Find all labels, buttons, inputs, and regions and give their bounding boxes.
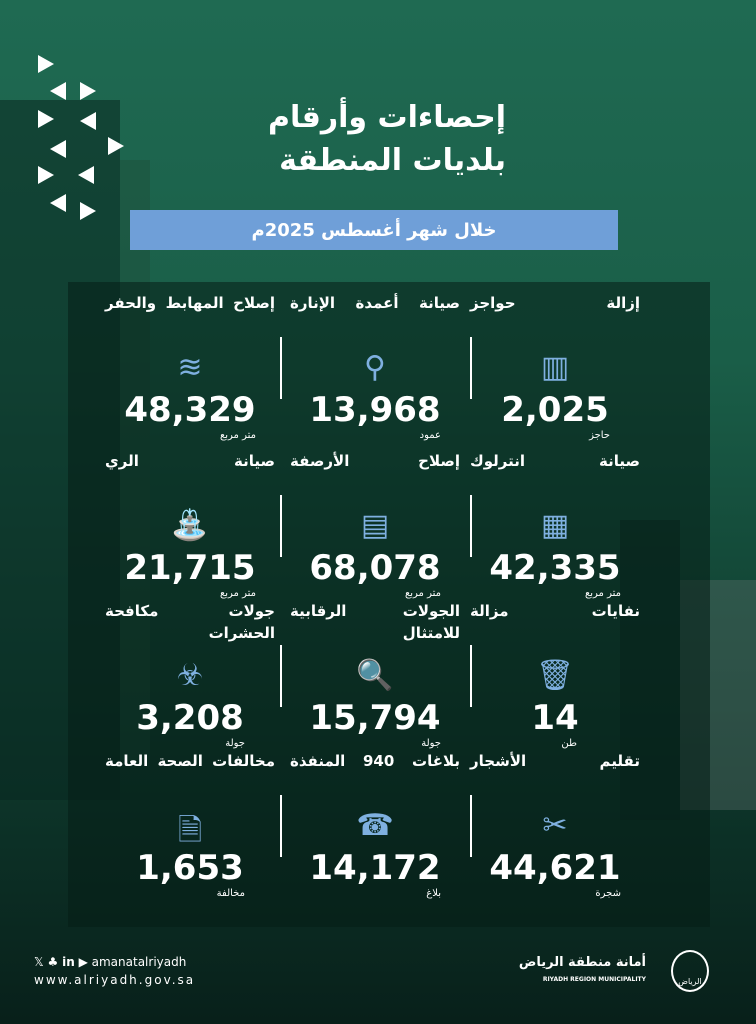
stat-card: جولات مكافحة الحشرات ☣ 3,208 جولة [105,600,275,750]
irrigation-icon: ⛲ [171,508,209,543]
stat-card: تقليم الأشجار ✂ 44,621 شجرة [470,750,640,900]
snapchat-icon[interactable]: ♣ [47,955,59,969]
column-divider [470,337,472,399]
stat-value: 68,078 [309,548,441,588]
stat-unit: عمود [419,430,441,441]
tree-pruning-icon: ✂ [542,808,568,843]
column-divider [280,645,282,707]
social-row: 𝕏 ♣ in ▶ amanatalriyadh [34,955,186,969]
municipality-logo: الرياض [671,950,709,992]
org-name-en: RIYADH REGION MUNICIPALITY [542,976,646,983]
stat-unit: حاجز [589,430,610,441]
sidewalk-icon: ▤ [360,508,390,543]
pest-control-icon: ☣ [176,658,204,693]
column-divider [280,795,282,857]
stat-title: صيانة انترلوك [470,452,640,470]
period-banner: خلال شهر أغسطس 2025م [130,210,618,250]
stat-title: بلاغات 940 المنفذة [290,752,460,770]
barrier-icon: ▥ [540,350,570,385]
stat-unit: بلاغ [426,888,441,899]
stat-value: 13,968 [309,390,441,430]
stat-title: صيانة الري [105,452,275,470]
social-handle: amanatalriyadh [91,955,187,969]
linkedin-icon[interactable]: in [62,955,75,969]
column-divider [280,495,282,557]
stat-card: إصلاح المهابط والحفر ≋ 48,329 متر مربع [105,292,275,442]
stat-card: صيانة انترلوك ▦ 42,335 متر مربع [470,450,640,600]
stat-unit: مخالفة [216,888,245,899]
stat-card: مخالفات الصحة العامة 🗎 1,653 مخالفة [105,750,275,900]
stat-title: مخالفات الصحة العامة [105,752,275,770]
stat-value: 14,172 [309,848,441,888]
stat-value: 2,025 [501,390,609,430]
stat-unit: جولة [421,738,441,749]
stat-title: إصلاح الأرصفة [290,452,460,470]
stat-card: إزالة حواجز ▥ 2,025 حاجز [470,292,640,442]
stat-card: إصلاح الأرصفة ▤ 68,078 متر مربع [290,450,460,600]
stat-value: 44,621 [489,848,621,888]
stat-title: صيانة أعمدة الإنارة [290,294,460,312]
stats-panel [68,282,710,927]
stat-unit: متر مربع [584,588,621,599]
stat-title: إزالة حواجز [470,294,640,312]
x-icon[interactable]: 𝕏 [34,955,44,969]
stat-value: 1,653 [136,848,244,888]
page-subtitle: بلديات المنطقة [279,143,506,178]
stat-value: 3,208 [136,698,244,738]
interlock-icon: ▦ [540,508,570,543]
stat-value: 14 [531,698,579,738]
stat-title: جولات مكافحة الحشرات [105,602,275,642]
stat-unit: جولة [225,738,245,749]
stat-value: 21,715 [124,548,256,588]
stat-card: بلاغات 940 المنفذة ☎ 14,172 بلاغ [290,750,460,900]
website-link[interactable]: www.alriyadh.gov.sa [34,973,196,987]
stat-card: صيانة الري ⛲ 21,715 متر مربع [105,450,275,600]
org-name-ar: أمانة منطقة الرياض [518,955,646,970]
stat-unit: متر مربع [404,588,441,599]
stat-card: نفايات مزالة 🗑 14 طن [470,600,640,750]
stat-unit: طن [561,738,577,749]
waste-bins-icon: 🗑 [535,658,575,693]
stat-card: صيانة أعمدة الإنارة ⚲ 13,968 عمود [290,292,460,442]
stat-title: إصلاح المهابط والحفر [105,294,275,312]
stat-value: 48,329 [124,390,256,430]
column-divider [280,337,282,399]
reports-icon: ☎ [356,808,394,843]
column-divider [470,495,472,557]
stat-unit: متر مربع [219,430,256,441]
stat-value: 42,335 [489,548,621,588]
stat-card: الجولات الرقابية للامتثال 🔍 15,794 جولة [290,600,460,750]
stat-title: تقليم الأشجار [470,752,640,770]
pothole-icon: ≋ [177,350,203,385]
column-divider [470,795,472,857]
inspection-icon: 🔍 [356,658,394,693]
stat-title: الجولات الرقابية للامتثال [290,602,460,642]
column-divider [470,645,472,707]
violation-document-icon: 🗎 [177,813,203,848]
page-title: إحصاءات وأرقام [267,100,506,135]
stat-title: نفايات مزالة [470,602,640,620]
stat-unit: متر مربع [219,588,256,599]
street-light-icon: ⚲ [364,350,386,385]
stat-value: 15,794 [309,698,441,738]
stat-unit: شجرة [595,888,621,899]
youtube-icon[interactable]: ▶ [78,955,88,969]
